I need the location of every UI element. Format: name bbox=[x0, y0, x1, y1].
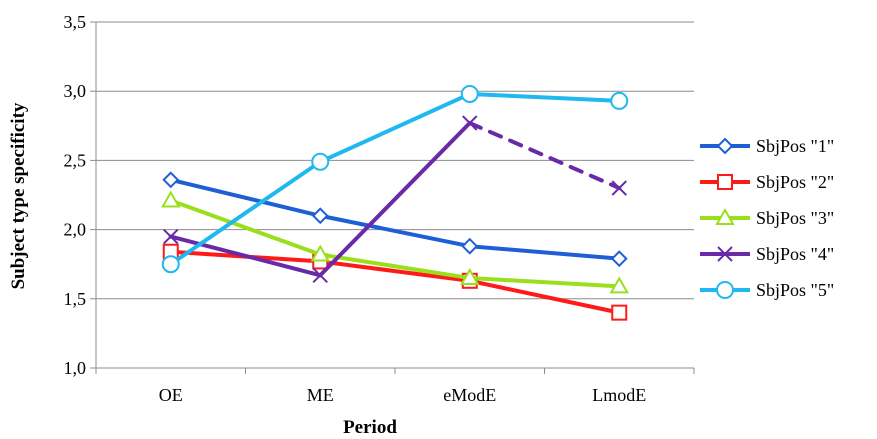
series-line-segment bbox=[318, 252, 472, 281]
y-tick-label: 1,0 bbox=[64, 358, 87, 378]
series-line-segment bbox=[318, 259, 472, 283]
legend-swatch-marker bbox=[717, 174, 733, 190]
legend-label: SbjPos "1" bbox=[756, 136, 834, 156]
series-line-segment bbox=[168, 234, 323, 278]
legend-label: SbjPos "3" bbox=[756, 208, 834, 228]
legend-item: SbjPos "4" bbox=[700, 244, 834, 264]
y-tick-label: 3,0 bbox=[64, 81, 87, 101]
data-point-marker bbox=[161, 190, 181, 208]
legend-swatch-marker bbox=[717, 246, 733, 262]
legend: SbjPos "1" SbjPos "2" SbjPos "3" SbjPos "4"… bbox=[700, 136, 834, 300]
series-line-segment bbox=[467, 276, 622, 289]
axes: 1,0 1,5 2,0 2,5 3,0 3,5 OE ME eModE LmodE bbox=[64, 12, 695, 405]
data-point-marker bbox=[461, 237, 479, 255]
legend-item: SbjPos "5" bbox=[700, 280, 834, 300]
x-tick-label: eModE bbox=[443, 385, 496, 405]
series-line-segment bbox=[168, 159, 323, 267]
data-point-marker bbox=[460, 84, 479, 103]
legend-item: SbjPos "2" bbox=[700, 172, 834, 192]
data-point-marker bbox=[312, 267, 328, 283]
legend-label: SbjPos "4" bbox=[756, 244, 834, 264]
data-point-marker bbox=[609, 276, 629, 294]
series-4 bbox=[163, 115, 627, 283]
x-tick-label: LmodE bbox=[592, 385, 646, 405]
series-line-segment bbox=[467, 278, 622, 315]
series-5 bbox=[161, 84, 629, 274]
series-line-segment bbox=[168, 177, 323, 218]
x-tick-label: ME bbox=[307, 385, 334, 405]
legend-item: SbjPos "3" bbox=[700, 207, 834, 228]
legend-swatch-marker bbox=[716, 281, 734, 299]
y-tick-label: 2,0 bbox=[64, 220, 87, 240]
data-point-marker bbox=[311, 152, 330, 171]
legend-swatch-marker bbox=[715, 207, 735, 225]
data-point-marker bbox=[610, 91, 629, 110]
x-axis-label: Period bbox=[343, 417, 397, 438]
y-axis-label: Subject type specificity bbox=[8, 102, 29, 289]
legend-swatch-marker bbox=[716, 137, 734, 155]
x-tick-label: OE bbox=[159, 385, 183, 405]
legend-label: SbjPos "5" bbox=[756, 280, 834, 300]
series-line-segment bbox=[467, 91, 622, 103]
series-line-segment bbox=[467, 121, 622, 191]
series-line-segment bbox=[467, 244, 622, 261]
data-point-marker bbox=[611, 304, 628, 321]
y-tick-label: 3,5 bbox=[64, 12, 87, 32]
data-point-marker bbox=[611, 180, 627, 196]
data-point-marker bbox=[610, 250, 628, 268]
data-point-marker bbox=[311, 207, 329, 225]
data-point-marker bbox=[462, 115, 478, 131]
series-line-segment bbox=[168, 198, 323, 257]
data-point-marker bbox=[460, 268, 480, 286]
data-point-marker bbox=[163, 228, 179, 245]
data-point-marker bbox=[162, 171, 180, 189]
data-point-marker bbox=[310, 244, 330, 262]
series-1 bbox=[162, 171, 628, 268]
series-line-segment bbox=[318, 91, 472, 164]
gridlines bbox=[96, 21, 694, 300]
data-point-marker bbox=[161, 255, 180, 274]
series-line-segment bbox=[318, 213, 472, 249]
y-tick-label: 2,5 bbox=[64, 150, 87, 170]
legend-item: SbjPos "1" bbox=[700, 136, 834, 156]
series-3 bbox=[161, 190, 629, 294]
series-group bbox=[161, 84, 629, 321]
series-line-segment bbox=[318, 121, 472, 278]
legend-label: SbjPos "2" bbox=[756, 172, 834, 192]
y-tick-label: 1,5 bbox=[64, 289, 87, 309]
